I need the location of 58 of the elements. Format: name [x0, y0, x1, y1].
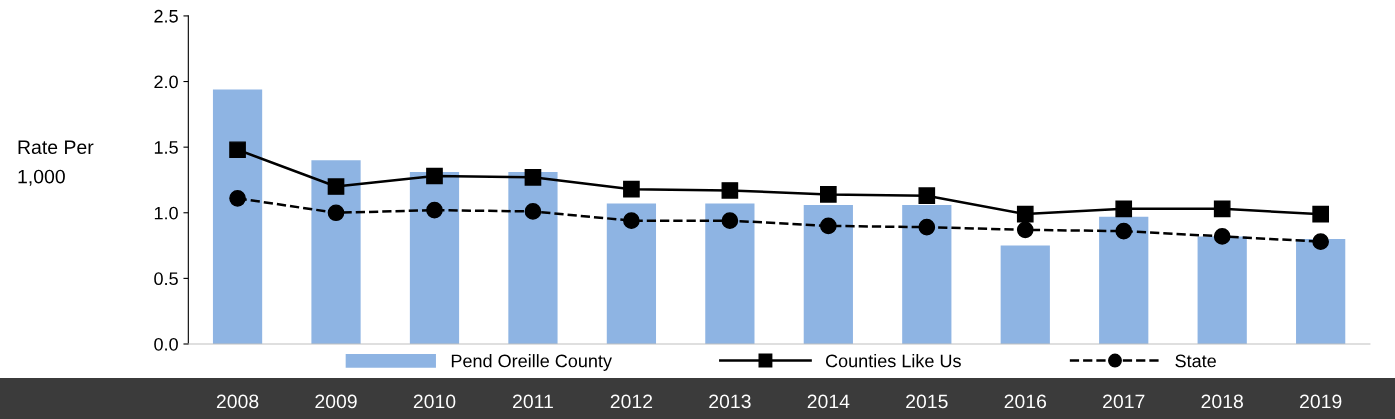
point — [229, 189, 246, 207]
x-tick-label: 2008 — [216, 394, 259, 409]
point — [918, 218, 936, 236]
point — [524, 169, 542, 186]
x-tick-label: 2011 — [513, 394, 553, 409]
y-tick-label: 2.0 — [154, 75, 178, 89]
y-tick-label: 1.5 — [154, 141, 178, 154]
point — [623, 180, 640, 198]
point — [229, 141, 246, 159]
x-tick-label: 2014 — [807, 394, 850, 409]
point — [1312, 233, 1329, 250]
bar — [311, 160, 361, 344]
point — [1115, 222, 1133, 240]
bar — [606, 203, 657, 344]
x-tick-label: 2009 — [315, 394, 357, 409]
point — [1016, 221, 1034, 239]
point — [327, 204, 345, 222]
point — [1312, 205, 1329, 223]
bar — [902, 204, 952, 344]
y-tick-label: 1.0 — [154, 206, 178, 220]
point — [820, 186, 837, 203]
bar — [508, 172, 558, 344]
x-tick-label: 2017 — [1103, 394, 1145, 409]
point — [721, 212, 739, 229]
y-tick-label: 0.0 — [154, 337, 178, 351]
point — [1213, 200, 1231, 218]
point — [918, 187, 936, 205]
legend-label: Pend Oreille County — [451, 354, 612, 371]
x-tick-label: 2010 — [413, 394, 456, 409]
legend-label: State — [1175, 354, 1216, 368]
x-tick-label: 2016 — [1004, 394, 1047, 409]
bar — [409, 172, 460, 344]
point — [1115, 200, 1133, 218]
point — [426, 201, 443, 219]
bar — [705, 203, 755, 344]
bar — [1197, 236, 1247, 344]
x-tick-label: 2012 — [610, 394, 653, 409]
point — [623, 212, 640, 229]
point — [524, 203, 542, 220]
bar — [212, 89, 263, 344]
bar — [803, 204, 853, 344]
point — [1213, 228, 1231, 245]
legend-label: Counties Like Us — [825, 354, 961, 368]
bar — [1099, 216, 1149, 344]
point — [820, 217, 837, 235]
y-axis-title: Rate Per 1,000 — [18, 140, 94, 186]
y-tick-label: 0.5 — [154, 272, 178, 286]
x-tick-label: 2015 — [906, 394, 948, 409]
bar — [1000, 245, 1050, 344]
x-tick-label: 2013 — [709, 394, 751, 409]
x-tick-label: 2018 — [1201, 394, 1243, 409]
y-tick-label: 2.5 — [154, 9, 178, 23]
point — [327, 178, 345, 195]
point — [426, 167, 443, 185]
bar — [1296, 239, 1346, 344]
point — [1016, 205, 1034, 223]
x-tick-label: 2019 — [1300, 394, 1342, 409]
point — [721, 182, 739, 199]
